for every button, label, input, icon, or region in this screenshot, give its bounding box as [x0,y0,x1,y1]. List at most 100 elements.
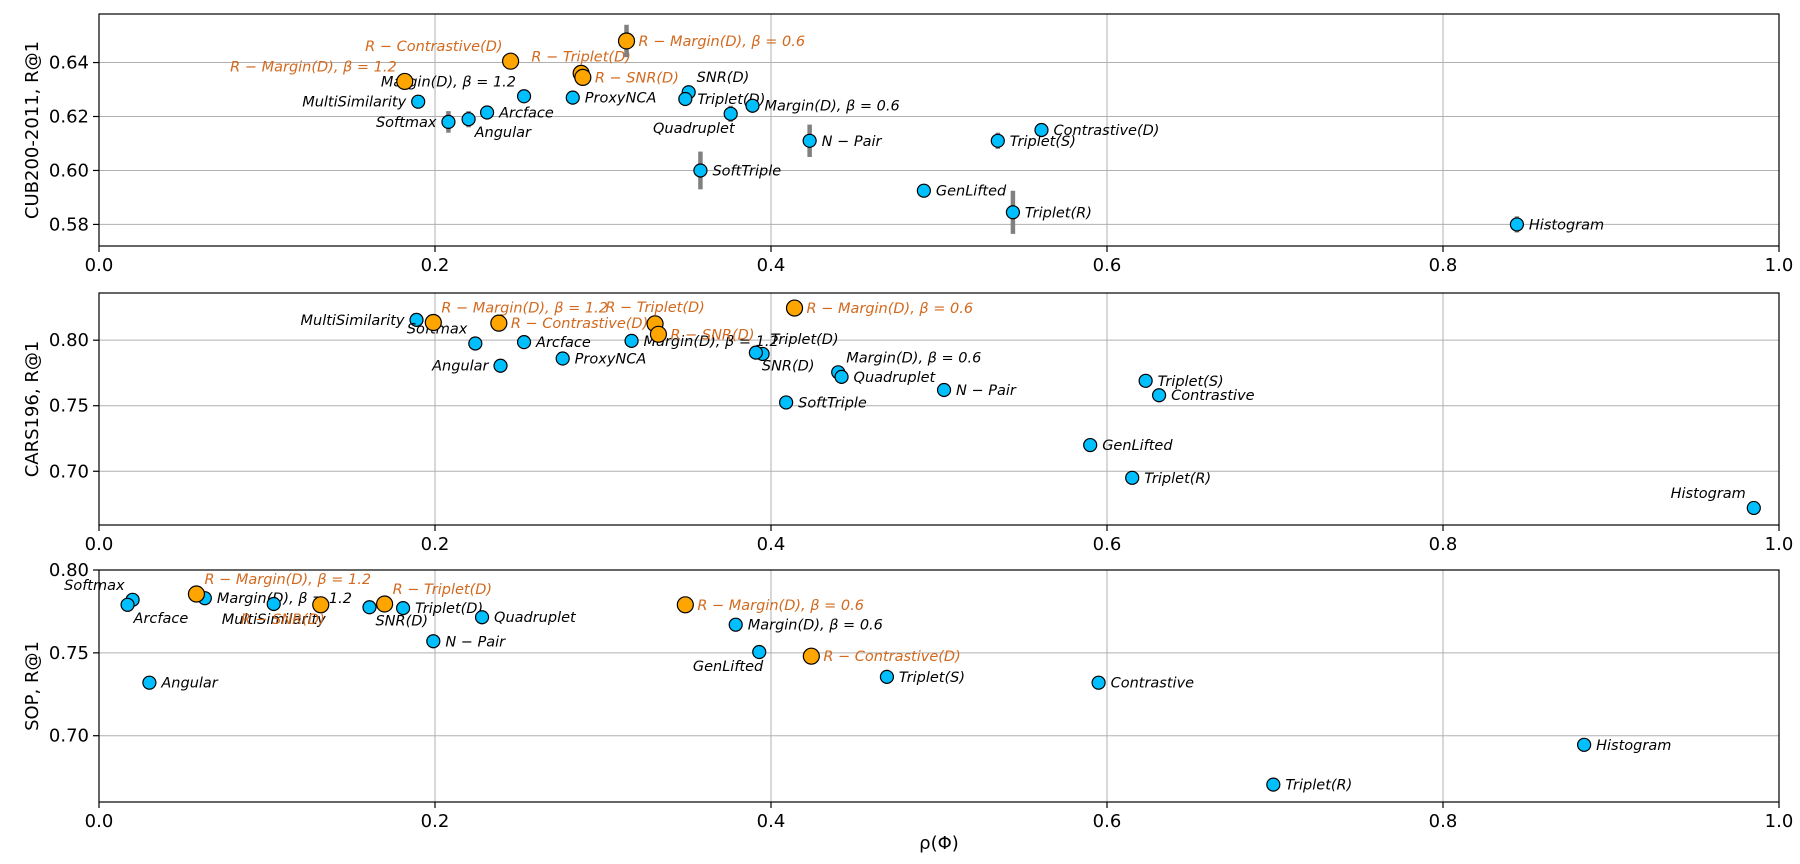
point-label: GenLifted [936,184,1007,200]
point-label: R − Contrastive(D) [823,649,960,665]
x-axis-title: ρ(Φ) [919,833,959,854]
point-label: Softmax [64,578,125,594]
data-point [693,163,708,178]
data-point [424,313,442,332]
data-point [441,114,456,130]
y-tick-label: 0.80 [49,560,89,581]
data-point [1005,205,1021,220]
data-point [565,90,580,105]
x-tick-label: 0.0 [85,534,114,555]
point-label: R − Triplet(D) [605,300,704,316]
point-label: N − Pair [956,383,1017,399]
data-point [468,336,483,351]
data-point [493,358,508,373]
point-label: Triplet(R) [1025,205,1092,221]
y-tick-label: 0.62 [49,107,89,128]
data-point [748,345,763,360]
point-label: N − Pair [445,634,506,650]
point-label: Quadruplet [854,370,937,386]
data-point [1125,470,1140,485]
data-point [785,299,804,317]
data-point [312,596,330,614]
data-point [479,105,495,120]
y-tick-label: 0.60 [49,160,89,181]
data-point [617,32,636,50]
point-label: Margin(D), β = 1.2 [381,74,516,90]
point-label: R − SNR(D) [241,612,325,628]
plot-frame [98,569,1780,803]
y-tick-label: 0.64 [49,53,89,74]
x-tick-label: 0.0 [85,255,114,276]
y-axis-title: CUB200-2011, R@1 [22,41,43,219]
data-point [516,335,532,350]
x-tick-label: 0.8 [1429,811,1458,832]
x-tick-label: 0.8 [1429,534,1458,555]
data-point [1266,777,1281,792]
point-label: Arcface [498,105,554,121]
data-point [916,183,931,198]
data-point [490,314,508,332]
data-point [936,382,952,398]
data-point [1577,737,1592,752]
point-label: Angular [474,125,532,141]
point-label: R − Triplet(D) [393,582,492,598]
point-label: Triplet(S) [1010,134,1076,150]
data-point [676,596,694,614]
data-point [1034,122,1049,138]
point-label: R − SNR(D) [670,327,754,343]
x-tick-label: 0.4 [757,811,786,832]
data-point [624,333,639,348]
data-point [411,94,426,109]
y-axis-title: SOP, R@1 [22,641,43,731]
data-point [266,596,281,612]
point-label: SNR(D) [697,70,750,86]
y-axis-title: CARS196, R@1 [22,341,43,478]
x-tick-label: 0.2 [421,534,450,555]
point-label: ProxyNCA [585,91,657,107]
point-label: Triplet(D) [415,601,483,617]
plot-frame [98,13,1780,247]
data-point [396,72,414,91]
x-tick-label: 1.0 [1765,255,1794,276]
point-label: Contrastive [1171,388,1255,404]
x-tick-label: 0.2 [421,811,450,832]
point-label: Histogram [1529,217,1604,233]
point-label: R − Contrastive(D) [365,39,502,55]
point-label: Triplet(S) [899,670,965,686]
data-point [723,106,738,121]
point-label: Margin(D), β = 0.6 [765,99,900,115]
point-label: GenLifted [693,659,764,675]
data-point [555,351,570,366]
x-tick-label: 1.0 [1765,811,1794,832]
point-label: N − Pair [822,134,883,150]
plot-frame [98,292,1780,526]
data-point [187,585,206,603]
data-point [678,91,693,107]
y-tick-label: 0.70 [49,726,89,747]
point-label: Triplet(D) [771,332,839,348]
data-point [142,675,157,690]
data-point [802,133,817,148]
x-tick-label: 0.6 [1093,255,1122,276]
point-label: MultiSimilarity [302,95,406,111]
point-label: Arcface [535,335,591,351]
point-label: R − Margin(D), β = 1.2 [204,572,371,588]
point-label: ProxyNCA [575,352,647,368]
data-point [362,600,377,615]
point-label: R − Margin(D), β = 1.2 [441,300,608,316]
point-label: Triplet(S) [1158,374,1224,390]
point-label: Quadruplet [494,610,577,626]
point-label: MultiSimilarity [301,313,405,329]
data-point [502,52,520,70]
x-tick-label: 0.4 [757,534,786,555]
point-label: Softmax [376,115,437,131]
data-point [1509,217,1525,232]
point-label: Triplet(R) [1144,471,1211,487]
data-point [395,601,411,616]
point-label: Margin(D), β = 0.6 [748,618,883,634]
point-label: Histogram [1671,486,1746,502]
data-point [574,68,592,86]
point-label: Triplet(R) [1285,778,1352,794]
data-point [474,610,490,625]
